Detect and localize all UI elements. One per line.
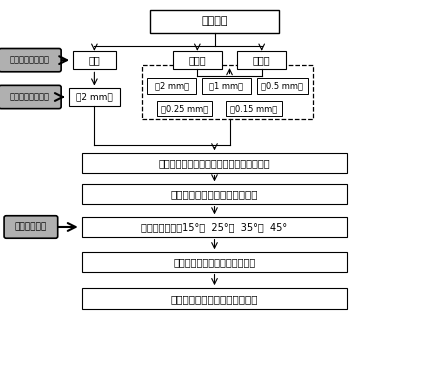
Bar [73, 51, 116, 69]
Bar [237, 51, 287, 69]
Bar [82, 184, 347, 204]
Bar [69, 88, 120, 106]
Text: 过0.5 mm筛: 过0.5 mm筛 [261, 81, 303, 91]
Text: 最优土样测定光源入射角的确定: 最优土样测定光源入射角的确定 [171, 294, 258, 304]
Text: 光源入射角度: 光源入射角度 [15, 222, 47, 232]
Text: 风干土: 风干土 [188, 55, 206, 65]
Bar [82, 288, 347, 310]
Bar [82, 153, 347, 173]
Bar [157, 101, 212, 116]
FancyBboxPatch shape [0, 85, 61, 109]
Bar [257, 78, 308, 94]
FancyBboxPatch shape [4, 216, 57, 238]
Text: 最优土壤干燥状况和粒径的筛选: 最优土壤干燥状况和粒径的筛选 [171, 189, 258, 199]
Text: 烘干土: 烘干土 [253, 55, 271, 65]
Text: 土壤样品的高光谱测定及其预测模型的比较: 土壤样品的高光谱测定及其预测模型的比较 [159, 158, 270, 168]
Bar [82, 217, 347, 237]
Text: 过0.25 mm筛: 过0.25 mm筛 [161, 104, 208, 113]
Text: 光谱样本曲线波动性的方差分析: 光谱样本曲线波动性的方差分析 [173, 257, 256, 267]
Text: 过0.15 mm筛: 过0.15 mm筛 [230, 104, 278, 113]
Bar [226, 101, 282, 116]
FancyBboxPatch shape [0, 48, 61, 72]
Text: 过2 mm筛: 过2 mm筛 [76, 92, 113, 102]
Bar [150, 10, 279, 33]
Text: 过2 mm筛: 过2 mm筛 [154, 81, 189, 91]
Bar [202, 78, 251, 94]
Text: 土壤样品粒径组成: 土壤样品粒径组成 [10, 92, 50, 102]
Bar [142, 65, 313, 119]
Text: 土壤样品干燥状况: 土壤样品干燥状况 [10, 55, 50, 65]
Text: 鲜土: 鲜土 [88, 55, 100, 65]
Bar [147, 78, 196, 94]
Text: 光源入射角度：15°、  25°、  35°、  45°: 光源入射角度：15°、 25°、 35°、 45° [142, 222, 287, 232]
Text: 土壤样品: 土壤样品 [201, 16, 228, 26]
Bar [82, 252, 347, 272]
Bar [172, 51, 222, 69]
Text: 过1 mm筛: 过1 mm筛 [209, 81, 244, 91]
